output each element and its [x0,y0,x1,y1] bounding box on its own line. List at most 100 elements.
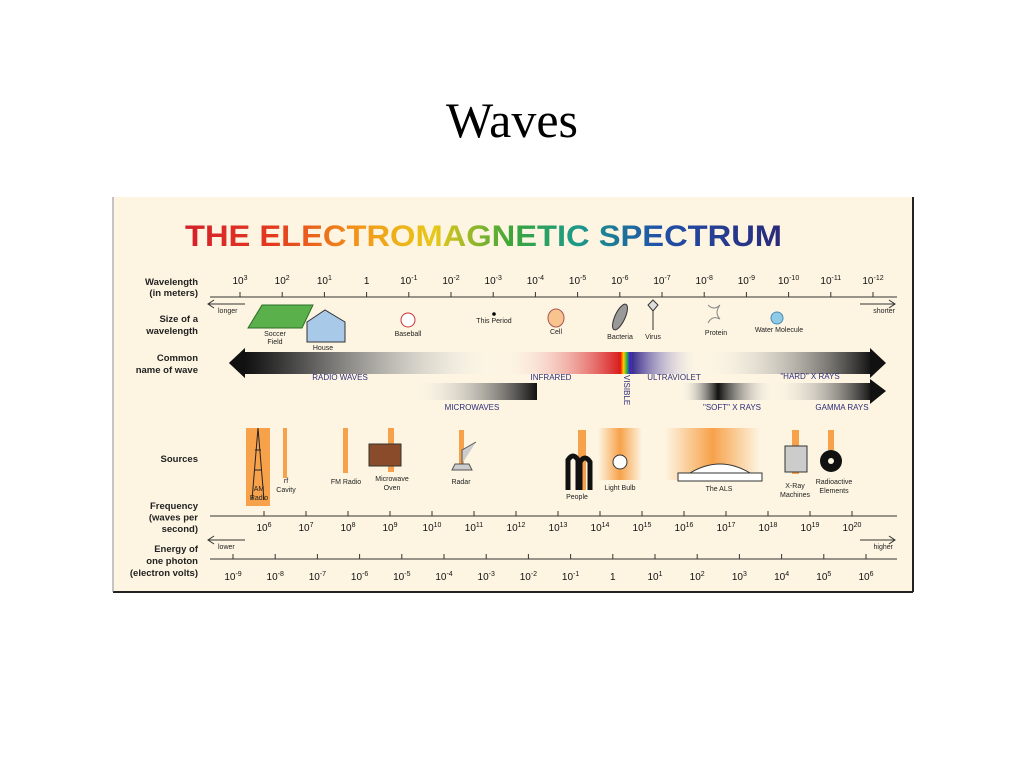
direction-label: lower [218,544,235,551]
tick-label: 10-3 [478,571,495,583]
tick-base: 10 [465,523,477,534]
tick-base: 10 [562,572,574,583]
microwave-band [410,383,537,400]
size-label: This Period [476,318,512,325]
tick-base: 10 [820,276,832,287]
rf-cavity-band [283,428,287,478]
tick-exponent: -6 [622,275,628,282]
fm-radio-band [343,428,348,473]
tick-label: 10-4 [435,571,452,583]
tick-label: 10-5 [569,275,586,287]
tick-base: 10 [569,276,581,287]
tick-label: 106 [858,571,873,583]
size-icons [247,299,784,343]
tick-label: 1019 [801,522,820,534]
arrowhead [870,379,886,404]
protein-icon [707,304,721,324]
tick-base: 10 [400,276,412,287]
tick-exponent: -6 [362,571,368,578]
tick-label: 10-3 [485,275,502,287]
source-label: Radioactive [816,479,853,486]
tick-exponent: -10 [789,275,799,282]
tick-exponent: 9 [394,522,398,529]
tick-label: 10-8 [267,571,284,583]
tick-exponent: -9 [235,571,241,578]
slide-title: Waves [446,92,578,148]
tick-label: 10-5 [393,571,410,583]
tick-base: 10 [507,523,519,534]
size-label: Field [267,339,282,346]
tick-exponent: 8 [352,522,356,529]
als-icon [677,463,763,482]
size-label: Cell [550,329,563,336]
tick-exponent: 6 [268,522,272,529]
row-label: one photon [146,556,198,567]
tick-base: 10 [816,572,828,583]
source-icons [246,427,842,506]
tick-exponent: -2 [453,275,459,282]
tick-base: 10 [696,276,708,287]
tick-base: 10 [351,572,363,583]
tick-exponent: 16 [686,522,694,529]
tick-base: 10 [732,572,744,583]
tick-exponent: 18 [770,522,778,529]
tick-exponent: -11 [832,275,842,282]
source-label: Oven [384,485,401,492]
tick-base: 10 [717,523,729,534]
tick-exponent: 5 [827,571,831,578]
tick-exponent: 13 [560,522,568,529]
tick-base: 10 [862,276,874,287]
tick-exponent: 2 [701,571,705,578]
hard-xray-band [700,352,872,374]
spectrum-figure: THE ELECTROMAGNETIC SPECTRUM [112,197,914,593]
tick-label: 107 [298,522,313,534]
tick-base: 10 [738,276,750,287]
tick-label: 10-1 [400,275,417,287]
radio-band [245,352,500,374]
tick-label: 102 [275,275,290,287]
row-label: Frequency [150,501,199,512]
tick-label: 1012 [507,522,526,534]
row-label: Size of a [159,314,198,325]
tick-base: 10 [393,572,405,583]
tick-base: 10 [774,572,786,583]
tick-base: 10 [759,523,771,534]
tick-exponent: -5 [580,275,586,282]
source-label: X-Ray [785,483,805,490]
direction-label: longer [218,308,238,315]
tick-label: 104 [774,571,789,583]
tick-base: 10 [275,276,287,287]
tick-base: 10 [778,276,790,287]
tick-label: 1010 [423,522,442,534]
tick-base: 10 [317,276,329,287]
tick-base: 10 [298,523,310,534]
tick-label: 109 [382,522,397,534]
light-bulb-band [598,428,642,480]
tick-label: 1016 [675,522,694,534]
tick-label: 10-10 [778,275,799,287]
tick-exponent: -9 [749,275,755,282]
tick-exponent: -8 [278,571,284,578]
tick-base: 10 [442,276,454,287]
tick-base: 10 [478,572,490,583]
row-label: (waves per [149,513,198,524]
xray-machine-icon [784,445,808,473]
tick-base: 10 [675,523,687,534]
tick-exponent: 3 [244,275,248,282]
source-label: Light Bulb [604,485,635,492]
row-label: second) [162,524,198,535]
tick-exponent: -5 [404,571,410,578]
tick-label: 1015 [633,522,652,534]
size-label: Protein [705,330,727,337]
ultraviolet-band [632,352,702,374]
water-molecule-icon [770,311,784,325]
virus-icon [647,299,659,330]
tick-exponent: -4 [446,571,452,578]
tick-exponent: -7 [320,571,326,578]
tower-icon [251,427,265,501]
tick-label: 101 [647,571,662,583]
tick-exponent: 19 [812,522,820,529]
tick-label: 1 [610,572,616,583]
tick-label: 108 [340,522,355,534]
tick-label: 106 [256,522,271,534]
